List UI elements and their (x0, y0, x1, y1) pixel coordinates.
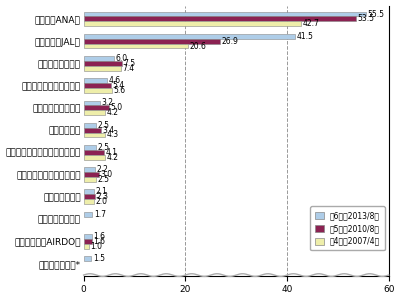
Bar (84, 88, 112, 93)
Text: 2.5: 2.5 (98, 121, 110, 130)
Bar (84, 83, 111, 88)
Bar (84, 16, 356, 21)
Bar (84, 194, 95, 199)
Text: 26.9: 26.9 (222, 37, 239, 46)
Text: 2.3: 2.3 (97, 192, 109, 201)
Bar (84, 110, 105, 115)
Bar (84, 100, 100, 105)
Text: 1.0: 1.0 (90, 242, 102, 250)
Text: 1.7: 1.7 (94, 210, 106, 219)
Text: 7.5: 7.5 (123, 59, 135, 68)
Text: 2.5: 2.5 (98, 175, 110, 184)
Text: 2.5: 2.5 (98, 143, 110, 152)
Bar (84, 66, 121, 71)
Bar (84, 177, 96, 182)
Text: 5.6: 5.6 (114, 86, 126, 95)
Text: 55.5: 55.5 (367, 10, 384, 19)
Bar (84, 44, 188, 49)
Bar (84, 61, 122, 66)
Text: 4.6: 4.6 (108, 76, 121, 85)
Bar (84, 155, 105, 160)
Text: 1.6: 1.6 (93, 237, 105, 246)
Bar (84, 189, 94, 194)
Bar (84, 167, 95, 172)
Text: 3.4: 3.4 (102, 126, 114, 135)
Bar (84, 239, 92, 244)
Bar (84, 256, 91, 261)
Legend: 第6回（2013/8）, 第5回（2010/8）, 第4回（2007/4）: 第6回（2013/8）, 第5回（2010/8）, 第4回（2007/4） (310, 206, 385, 250)
Bar (84, 234, 92, 239)
Bar (84, 21, 301, 26)
Text: 5.4: 5.4 (112, 81, 125, 90)
Bar (84, 34, 295, 39)
Bar (84, 145, 96, 150)
Bar (84, 199, 94, 204)
Bar (84, 212, 92, 217)
Text: 4.2: 4.2 (106, 153, 118, 162)
Bar (84, 39, 220, 44)
Text: 3.0: 3.0 (100, 170, 112, 179)
Bar (84, 172, 99, 177)
Text: 4.2: 4.2 (106, 108, 118, 117)
Text: 7.4: 7.4 (123, 64, 135, 73)
Text: 20.6: 20.6 (190, 41, 207, 50)
Text: 41.5: 41.5 (296, 32, 313, 41)
Bar (84, 244, 89, 249)
Text: 6.0: 6.0 (116, 54, 128, 63)
Text: 5.0: 5.0 (110, 103, 123, 112)
Text: 2.0: 2.0 (95, 197, 107, 206)
Text: 1.6: 1.6 (93, 232, 105, 241)
Bar (84, 78, 107, 83)
Text: 4.1: 4.1 (106, 148, 118, 157)
Text: 42.7: 42.7 (302, 19, 319, 28)
Bar (84, 12, 366, 16)
Text: 3.2: 3.2 (101, 98, 113, 107)
Text: 2.2: 2.2 (96, 165, 108, 174)
Bar (84, 123, 96, 128)
Bar (84, 133, 106, 137)
Bar (84, 105, 109, 110)
Bar (84, 128, 101, 133)
Bar (84, 56, 114, 61)
Text: 2.1: 2.1 (96, 188, 108, 196)
Text: 1.5: 1.5 (93, 254, 105, 263)
Bar (84, 150, 104, 155)
Text: 4.3: 4.3 (107, 130, 119, 140)
Text: 53.5: 53.5 (357, 14, 374, 23)
